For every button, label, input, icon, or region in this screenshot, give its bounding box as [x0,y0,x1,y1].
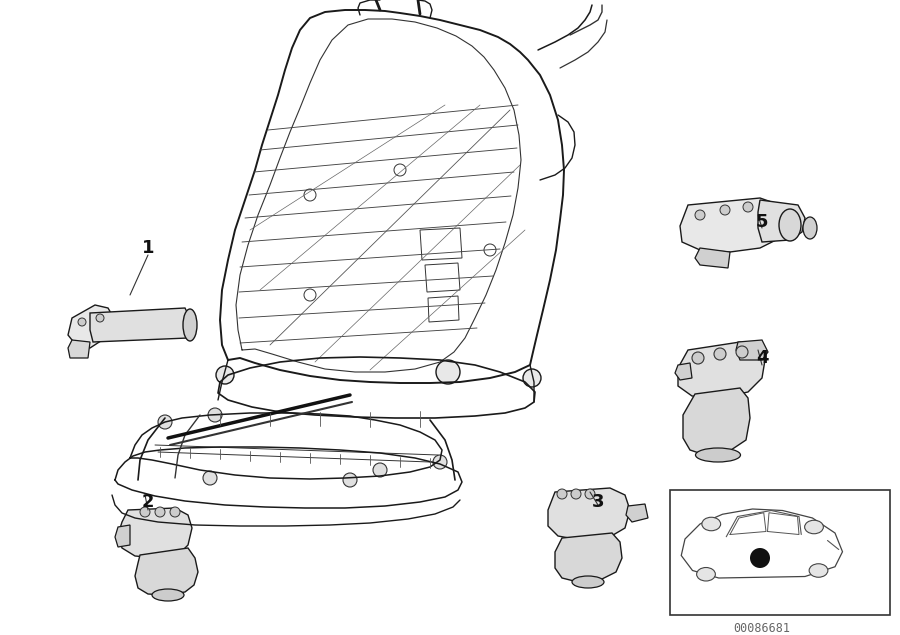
Polygon shape [555,533,622,582]
Circle shape [203,471,217,485]
Text: 2: 2 [142,493,154,511]
Polygon shape [626,504,648,522]
Circle shape [78,318,86,326]
Polygon shape [680,198,785,252]
Ellipse shape [805,520,824,534]
Ellipse shape [803,217,817,239]
Circle shape [304,189,316,201]
Polygon shape [678,342,765,398]
Circle shape [736,346,748,358]
Ellipse shape [702,518,721,531]
Circle shape [304,289,316,301]
Polygon shape [90,308,192,342]
Polygon shape [758,200,805,242]
Polygon shape [683,388,750,455]
Text: 4: 4 [756,349,769,367]
Ellipse shape [572,576,604,588]
Circle shape [714,348,726,360]
Circle shape [523,369,541,387]
Circle shape [96,314,104,322]
Circle shape [140,507,150,517]
Ellipse shape [152,589,184,601]
Text: 1: 1 [142,239,154,257]
Circle shape [692,352,704,364]
Polygon shape [681,509,842,578]
Text: 5: 5 [756,213,769,231]
Circle shape [394,164,406,176]
Polygon shape [68,340,90,358]
Polygon shape [736,340,768,360]
Circle shape [216,366,234,384]
Ellipse shape [697,568,716,581]
Polygon shape [68,305,115,348]
Circle shape [373,463,387,477]
Circle shape [720,205,730,215]
Polygon shape [115,525,130,547]
Circle shape [743,202,753,212]
Bar [670,490,890,615]
Text: 00086681: 00086681 [734,622,790,635]
Polygon shape [675,363,692,380]
Ellipse shape [779,209,801,241]
Circle shape [571,489,581,499]
Circle shape [155,507,165,517]
Circle shape [750,548,770,568]
Circle shape [484,244,496,256]
Circle shape [557,489,567,499]
Circle shape [208,408,222,422]
Polygon shape [548,488,630,540]
Circle shape [170,507,180,517]
Ellipse shape [183,309,197,341]
Circle shape [585,489,595,499]
Circle shape [695,210,705,220]
Ellipse shape [809,564,828,577]
Polygon shape [695,248,730,268]
Circle shape [343,473,357,487]
Polygon shape [118,508,192,558]
Polygon shape [135,548,198,595]
Circle shape [158,415,172,429]
Ellipse shape [696,448,741,462]
Circle shape [433,455,447,469]
Text: 3: 3 [592,493,604,511]
Circle shape [436,360,460,384]
